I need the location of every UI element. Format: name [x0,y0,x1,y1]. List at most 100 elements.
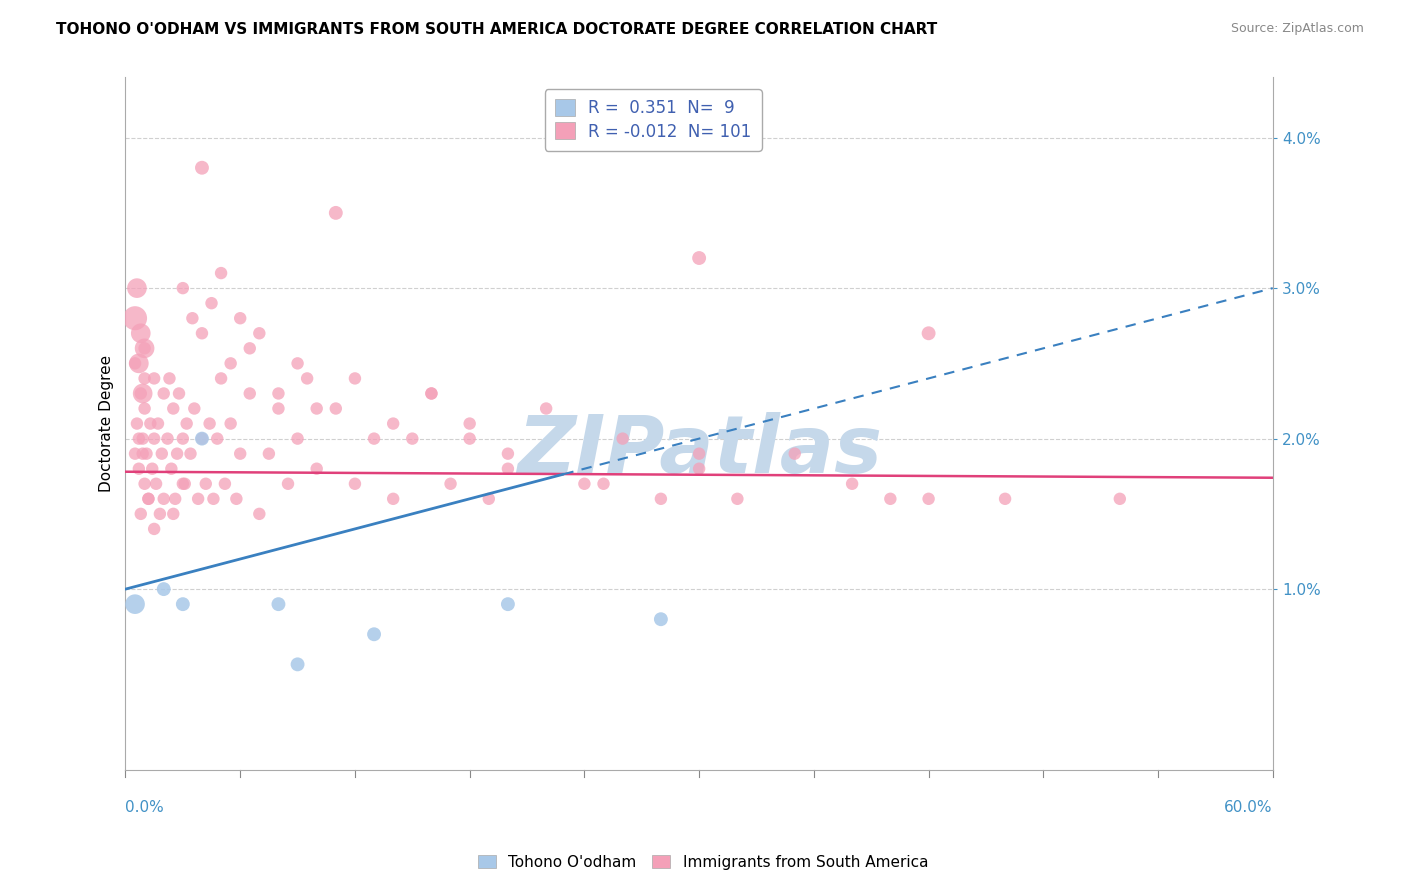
Point [200,296,222,310]
Point [191,432,214,446]
Point [191,161,214,175]
Point [287,432,309,446]
Point [194,476,217,491]
Point [287,356,309,370]
Point [496,447,519,461]
Point [124,356,146,370]
Point [401,432,423,446]
Point [191,432,214,446]
Point [135,447,157,461]
Point [198,417,221,431]
Point [841,476,863,491]
Point [152,491,174,506]
Point [343,371,366,385]
Text: 60.0%: 60.0% [1225,800,1272,814]
Point [124,311,146,326]
Text: Source: ZipAtlas.com: Source: ZipAtlas.com [1230,22,1364,36]
Point [125,417,148,431]
Text: TOHONO O'ODHAM VS IMMIGRANTS FROM SOUTH AMERICA DOCTORATE DEGREE CORRELATION CHA: TOHONO O'ODHAM VS IMMIGRANTS FROM SOUTH … [56,22,938,37]
Point [129,386,152,401]
Point [305,461,328,475]
Point [363,627,385,641]
Point [688,447,710,461]
Point [209,266,232,280]
Point [612,432,634,446]
Point [1108,491,1130,506]
Point [172,476,194,491]
Point [478,491,501,506]
Point [156,432,179,446]
Point [183,401,205,416]
Legend: Tohono O'odham, Immigrants from South America: Tohono O'odham, Immigrants from South Am… [470,847,936,877]
Point [172,432,194,446]
Point [134,371,156,385]
Point [202,491,225,506]
Point [247,326,270,341]
Point [458,432,481,446]
Y-axis label: Doctorate Degree: Doctorate Degree [100,355,114,492]
Point [134,341,156,355]
Point [219,356,242,370]
Text: ZIPatlas: ZIPatlas [516,412,882,491]
Point [420,386,443,401]
Point [650,491,672,506]
Point [181,311,204,326]
Point [917,326,939,341]
Point [229,311,252,326]
Point [239,341,262,355]
Point [134,341,156,355]
Point [209,371,232,385]
Point [134,476,156,491]
Point [267,401,290,416]
Point [173,476,195,491]
Point [152,386,174,401]
Point [131,386,153,401]
Point [125,281,148,295]
Point [124,597,146,611]
Point [574,476,596,491]
Point [305,401,328,416]
Point [128,432,150,446]
Point [267,386,290,401]
Point [139,417,162,431]
Point [191,326,214,341]
Point [159,371,181,385]
Point [295,371,318,385]
Point [141,461,163,475]
Point [167,386,190,401]
Point [172,597,194,611]
Point [179,447,201,461]
Point [165,491,187,506]
Point [879,491,901,506]
Point [131,432,153,446]
Point [592,476,614,491]
Point [287,657,309,672]
Point [160,461,183,475]
Point [917,491,939,506]
Point [783,447,806,461]
Point [496,597,519,611]
Point [257,447,280,461]
Point [219,417,242,431]
Point [267,597,290,611]
Point [214,476,236,491]
Point [343,476,366,491]
Point [145,476,167,491]
Point [129,507,152,521]
Point [143,432,166,446]
Point [688,251,710,265]
Point [138,491,160,506]
Point [143,522,166,536]
Point [131,447,153,461]
Point [382,491,405,506]
Point [162,401,184,416]
Point [143,371,166,385]
Point [146,417,169,431]
Point [325,401,347,416]
Point [128,461,150,475]
Point [325,206,347,220]
Point [172,281,194,295]
Point [162,507,184,521]
Point [129,326,152,341]
Point [382,417,405,431]
